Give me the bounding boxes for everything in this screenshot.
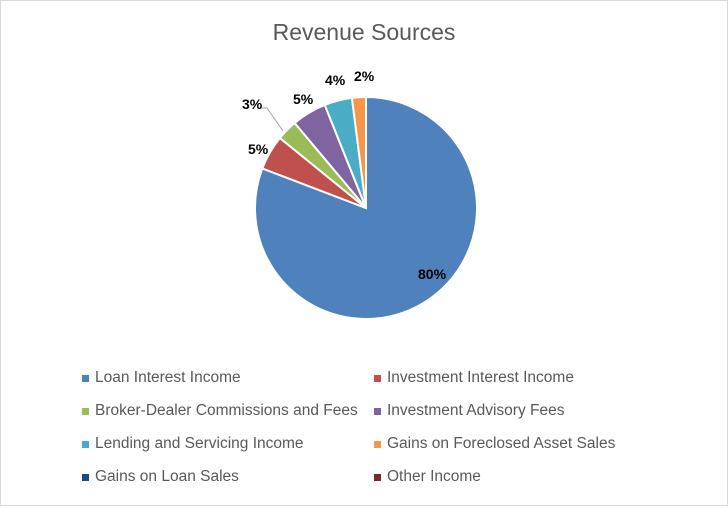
pie-slice-gains-on-foreclosed-asset-sales [350, 95, 367, 209]
leader-line [257, 107, 284, 132]
legend-swatch [82, 407, 89, 415]
legend-label: Investment Advisory Fees [387, 402, 565, 419]
legend-swatch [374, 473, 381, 481]
legend-swatch [374, 374, 381, 382]
legend-label: Loan Interest Income [95, 369, 241, 386]
data-label-broker-dealer-commissions-and-fees: 3% [242, 96, 263, 112]
legend-label: Investment Interest Income [387, 369, 574, 386]
legend-label: Gains on Foreclosed Asset Sales [387, 435, 616, 452]
chart-title: Revenue Sources [272, 19, 456, 45]
legend-item: Broker-Dealer Commissions and Fees [82, 402, 358, 420]
legend-item: Other Income [374, 468, 481, 486]
legend-label: Broker-Dealer Commissions and Fees [95, 402, 358, 419]
data-label-lending-and-servicing-income: 4% [325, 72, 346, 88]
legend-swatch [82, 473, 89, 481]
legend-swatch [374, 407, 381, 415]
legend-label: Gains on Loan Sales [95, 468, 239, 485]
legend-item: Investment Advisory Fees [374, 402, 564, 420]
legend-item: Gains on Loan Sales [82, 468, 239, 486]
legend-swatch [82, 440, 89, 448]
legend-label: Other Income [387, 468, 481, 485]
legend-label: Lending and Servicing Income [95, 435, 304, 452]
legend-swatch [82, 374, 89, 382]
legend-item: Loan Interest Income [82, 369, 241, 387]
data-label-investment-interest-income: 5% [248, 141, 269, 157]
legend-item: Investment Interest Income [374, 369, 574, 387]
data-label-investment-advisory-fees: 5% [293, 91, 314, 107]
legend-item: Lending and Servicing Income [82, 435, 304, 453]
legend-swatch [374, 440, 381, 448]
data-label-loan-interest-income: 80% [418, 266, 447, 282]
legend-item: Gains on Foreclosed Asset Sales [374, 435, 615, 453]
data-label-gains-on-foreclosed-asset-sales: 2% [354, 68, 375, 84]
